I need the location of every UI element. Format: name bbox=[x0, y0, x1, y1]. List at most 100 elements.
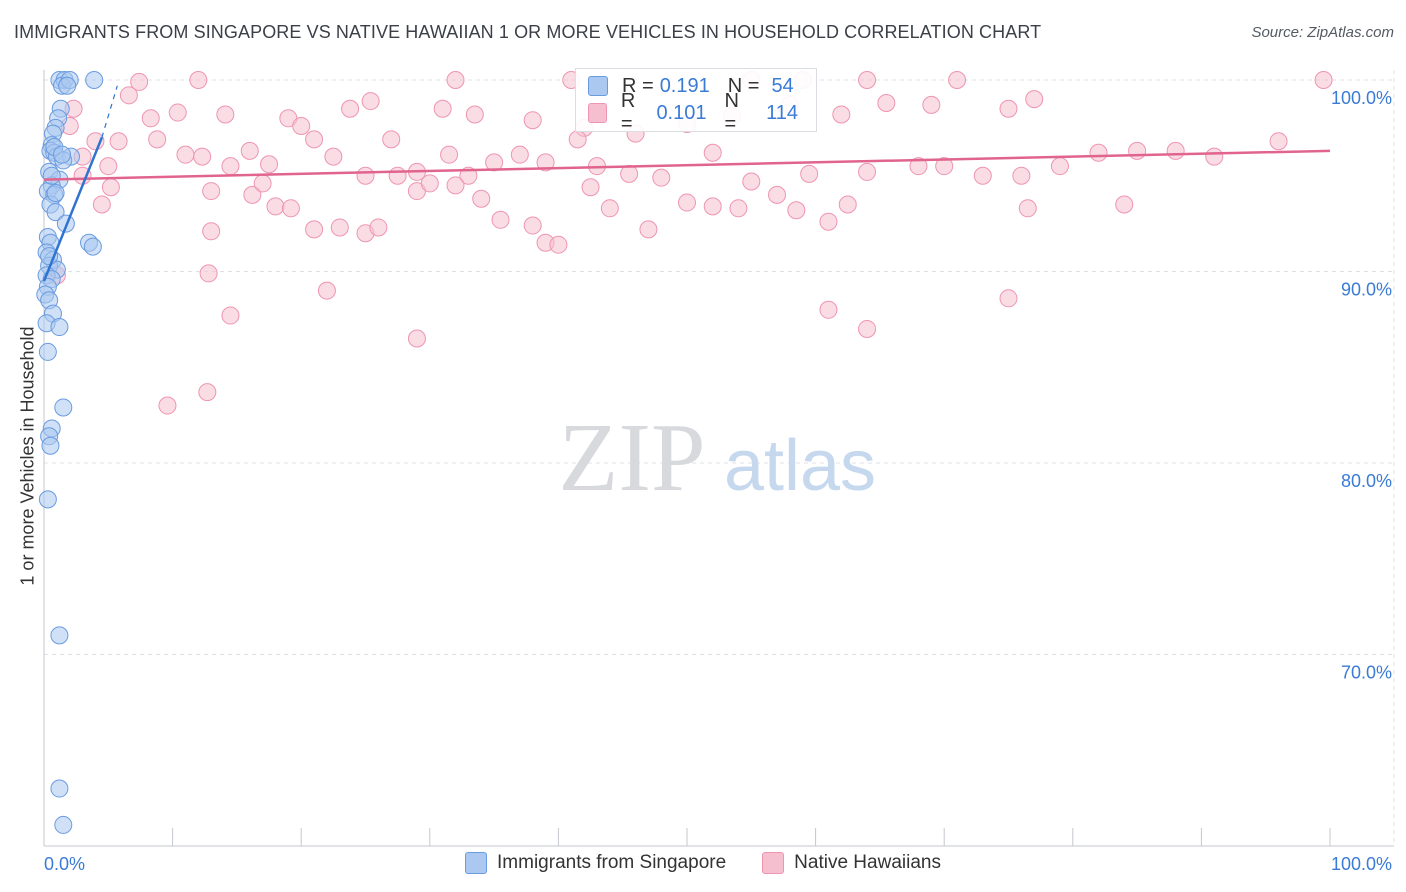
singapore-swatch bbox=[588, 76, 608, 96]
hawaiian-point bbox=[281, 199, 300, 218]
hawaiian-point bbox=[216, 105, 235, 124]
hawaiian-point bbox=[652, 168, 671, 187]
singapore-legend-swatch bbox=[465, 852, 488, 874]
hawaiian-point bbox=[243, 185, 262, 204]
legend-label: Immigrants from Singapore bbox=[497, 852, 727, 873]
hawaiian-point bbox=[703, 197, 722, 216]
hawaiian-point bbox=[202, 222, 221, 241]
hawaiian-point bbox=[189, 71, 208, 89]
hawaiian-point bbox=[158, 396, 177, 415]
hawaiian-point bbox=[1166, 141, 1185, 160]
hawaiian-point bbox=[221, 157, 240, 176]
watermark: ZIP atlas bbox=[559, 404, 877, 512]
hawaiian-point bbox=[600, 199, 619, 218]
hawaiian-point bbox=[260, 155, 279, 174]
hawaiian-point bbox=[330, 218, 349, 237]
trend-lines bbox=[42, 85, 1331, 282]
hawaiian-point bbox=[382, 130, 401, 149]
hawaiian-point bbox=[1018, 199, 1037, 218]
legend-item-singapore[interactable]: Immigrants from Singapore bbox=[465, 852, 726, 874]
r-value: 0.191 bbox=[659, 74, 710, 97]
hawaiian-point bbox=[141, 109, 160, 128]
hawaiian-point bbox=[523, 111, 542, 130]
hawaiian-point bbox=[729, 199, 748, 218]
hawaiian-point bbox=[193, 147, 212, 166]
hawaiian-trend-line bbox=[43, 149, 1331, 181]
hawaiian-point bbox=[1314, 71, 1333, 89]
hawaiian-point bbox=[568, 130, 587, 149]
hawaiian-point bbox=[1025, 90, 1044, 109]
hawaiian-point bbox=[199, 264, 218, 283]
hawaiian-point bbox=[742, 172, 761, 191]
hawaiian-point bbox=[420, 174, 439, 193]
legend-item-hawaiian[interactable]: Native Hawaiians bbox=[762, 852, 941, 874]
hawaiian-point bbox=[253, 174, 272, 193]
singapore-point bbox=[46, 183, 65, 202]
hawaiian-point bbox=[999, 289, 1018, 308]
hawaiian-point bbox=[948, 71, 967, 89]
hawaiian-point bbox=[639, 220, 658, 239]
singapore-point bbox=[50, 779, 69, 798]
hawaiian-point bbox=[341, 99, 360, 118]
hawaiian-point bbox=[581, 178, 600, 197]
y-tick-label: 90.0% bbox=[1341, 280, 1392, 300]
n-label: N = bbox=[727, 74, 760, 97]
n-value: 114 bbox=[766, 101, 798, 124]
singapore-point bbox=[41, 436, 60, 455]
hawaiian-point bbox=[168, 103, 187, 122]
singapore-point bbox=[50, 626, 69, 645]
data-points bbox=[36, 71, 1333, 834]
stats-row-hawaiian: R = 0.101 N = 114 bbox=[588, 90, 816, 135]
y-axis-label: 1 or more Vehicles in Household bbox=[17, 326, 38, 586]
hawaiian-point bbox=[858, 162, 877, 181]
singapore-point bbox=[38, 342, 57, 361]
hawaiian-point bbox=[491, 210, 510, 229]
hawaiian-point bbox=[92, 195, 111, 214]
hawaiian-point bbox=[819, 212, 838, 231]
hawaiian-point bbox=[1012, 166, 1031, 185]
hawaiian-point bbox=[678, 193, 696, 212]
chart-source: Source: ZipAtlas.com bbox=[1251, 24, 1394, 41]
hawaiian-point bbox=[465, 105, 484, 124]
hawaiian-point bbox=[176, 145, 195, 164]
hawaiian-point bbox=[973, 166, 992, 185]
hawaiian-point bbox=[1205, 147, 1224, 166]
hawaiian-point bbox=[266, 197, 285, 216]
hawaiian-swatch bbox=[588, 103, 607, 123]
hawaiian-point bbox=[838, 195, 857, 214]
hawaiian-point bbox=[369, 218, 388, 237]
hawaiian-point bbox=[130, 72, 149, 91]
hawaiian-point bbox=[819, 300, 838, 319]
hawaiian-point bbox=[877, 93, 896, 112]
r-label: R = bbox=[622, 74, 654, 97]
hawaiian-point bbox=[485, 153, 504, 172]
hawaiian-point bbox=[109, 132, 128, 151]
hawaiian-point bbox=[305, 220, 324, 239]
hawaiian-point bbox=[472, 189, 491, 208]
x-tick-label: 0.0% bbox=[44, 854, 85, 874]
hawaiian-point bbox=[407, 329, 426, 348]
r-value: 0.101 bbox=[656, 101, 707, 124]
x-tick-label: 100.0% bbox=[1331, 854, 1392, 874]
hawaiian-point bbox=[935, 157, 954, 176]
n-value: 54 bbox=[771, 74, 794, 97]
legend-label: Native Hawaiians bbox=[794, 852, 941, 873]
hawaiian-point bbox=[832, 105, 851, 124]
axes bbox=[43, 70, 1394, 847]
hawaiian-point bbox=[510, 145, 529, 164]
singapore-trend-line bbox=[42, 136, 104, 282]
watermark-zip: ZIP bbox=[559, 404, 706, 512]
hawaiian-point bbox=[1050, 157, 1069, 176]
chart-title: IMMIGRANTS FROM SINGAPORE VS NATIVE HAWA… bbox=[14, 22, 1042, 42]
singapore-trend-extension bbox=[101, 85, 118, 138]
singapore-point bbox=[85, 71, 104, 89]
hawaiian-point bbox=[221, 306, 240, 325]
hawaiian-point bbox=[446, 176, 465, 195]
hawaiian-point bbox=[858, 319, 877, 338]
y-tick-label: 80.0% bbox=[1341, 471, 1392, 491]
hawaiian-point bbox=[800, 164, 819, 183]
hawaiian-point bbox=[317, 281, 336, 300]
hawaiian-point bbox=[787, 201, 806, 220]
tick-labels: 70.0% 80.0% 90.0% 100.0% 0.0% 100.0% bbox=[44, 88, 1392, 874]
